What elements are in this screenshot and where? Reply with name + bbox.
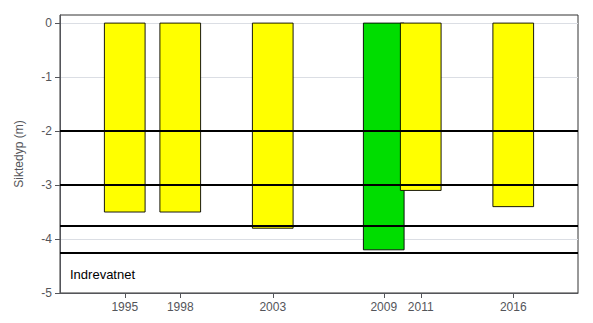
svg-text:Siktedyp (m): Siktedyp (m) [12,120,26,187]
svg-text:-4: -4 [41,232,52,246]
svg-text:-1: -1 [41,70,52,84]
svg-text:-3: -3 [41,178,52,192]
svg-text:2003: 2003 [259,300,286,314]
svg-text:0: 0 [45,16,52,30]
svg-text:-5: -5 [41,286,52,300]
svg-text:2011: 2011 [408,300,434,314]
svg-text:2009: 2009 [370,300,397,314]
svg-text:Indrevatnet: Indrevatnet [70,267,135,282]
svg-text:-2: -2 [41,124,52,138]
svg-text:1998: 1998 [167,300,194,314]
svg-text:2016: 2016 [500,300,527,314]
svg-text:1995: 1995 [111,300,138,314]
